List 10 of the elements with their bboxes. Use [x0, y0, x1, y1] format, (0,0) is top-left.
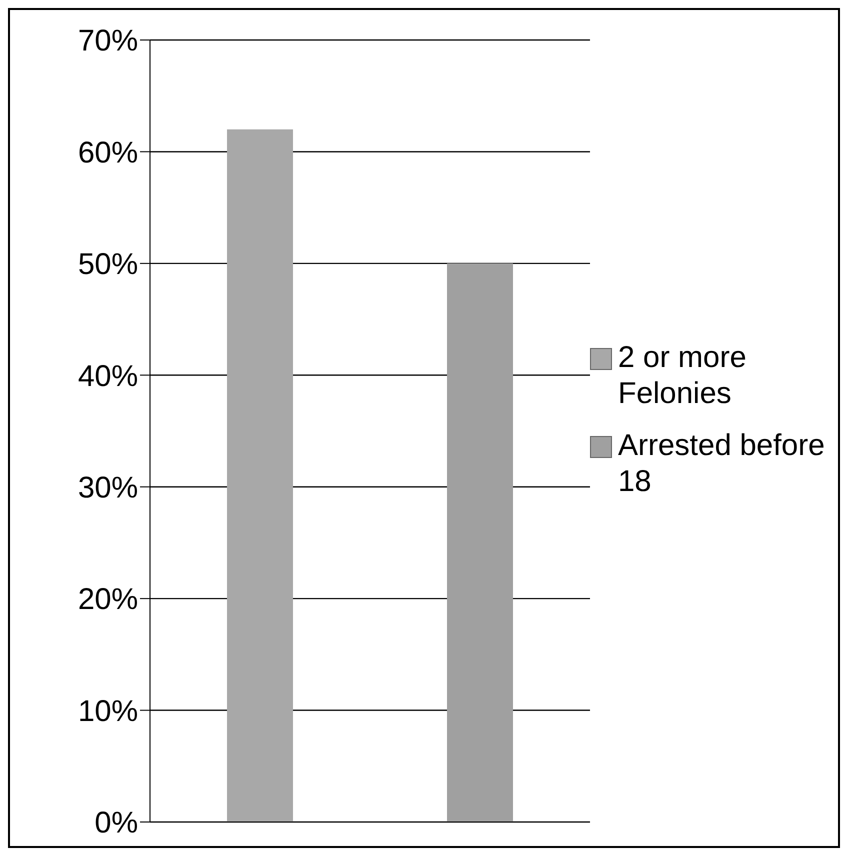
y-tick-label: 60% — [78, 136, 138, 170]
y-tick-label: 0% — [94, 806, 138, 840]
y-tick-label: 70% — [78, 24, 138, 58]
y-tick-label: 10% — [78, 694, 138, 728]
y-tick-label: 30% — [78, 472, 138, 505]
y-tick-label: 50% — [78, 248, 138, 282]
legend-label: 2 or more Felonies — [618, 340, 748, 412]
y-tick-label: 40% — [78, 360, 138, 393]
legend-label: Arrested before 18 — [618, 428, 826, 500]
y-tick-label: 20% — [78, 583, 138, 616]
